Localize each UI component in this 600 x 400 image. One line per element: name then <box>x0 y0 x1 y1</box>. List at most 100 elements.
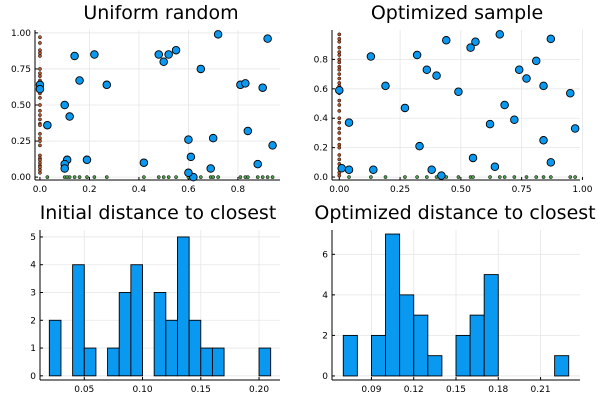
x-tick-label: 0.15 <box>446 385 466 395</box>
x-marginal-point <box>92 175 97 179</box>
y-marginal-point <box>337 98 342 103</box>
x-marginal-point <box>77 175 82 179</box>
x-marginal-point <box>245 175 250 179</box>
data-point <box>570 124 580 133</box>
data-point <box>490 162 500 172</box>
x-marginal-point <box>216 175 220 179</box>
data-point <box>546 34 556 44</box>
histogram-bar <box>130 264 143 377</box>
y-marginal-point <box>337 153 342 157</box>
x-marginal-point <box>67 175 72 179</box>
data-point <box>196 64 206 74</box>
histogram-bar <box>371 334 386 377</box>
y-tick-label: 6 <box>322 250 328 260</box>
data-point <box>522 74 531 83</box>
x-marginal-point <box>502 175 507 179</box>
y-marginal-point <box>38 74 42 79</box>
x-tick-label: 0.21 <box>531 385 551 395</box>
data-point <box>154 50 163 59</box>
x-tick-label: 0.2 <box>82 185 96 195</box>
data-point <box>437 171 446 180</box>
x-marginal-point <box>456 175 461 179</box>
x-marginal-point <box>512 175 517 179</box>
histogram-bar <box>177 236 190 377</box>
y-marginal-point <box>337 32 342 37</box>
histogram-bar <box>200 347 213 377</box>
y-tick-label: 0 <box>30 372 36 382</box>
y-tick-label: 1 <box>30 344 36 354</box>
y-marginal-point <box>38 170 42 175</box>
data-point <box>466 43 475 52</box>
y-marginal-point <box>38 35 42 40</box>
data-point <box>263 34 272 43</box>
histogram-bar <box>342 334 358 377</box>
x-marginal-point <box>238 175 243 179</box>
data-point <box>422 65 432 74</box>
data-point <box>400 103 410 113</box>
x-marginal-point <box>161 175 166 179</box>
data-point <box>471 37 480 47</box>
panel-uniform-random: Uniform random 0.0 0.2 0.4 0.6 0.80.000.250.… <box>11 2 280 195</box>
y-marginal-point <box>38 139 42 143</box>
data-point <box>60 164 69 173</box>
data-point <box>159 57 168 66</box>
data-point <box>366 52 376 61</box>
x-tick-label: 0.00 <box>329 185 349 195</box>
data-point <box>381 81 390 91</box>
data-point <box>241 79 250 88</box>
panel-initial-distance: Initial distance to closest 0.05 0.10 0.15… <box>30 202 280 395</box>
y-tick-label: 5 <box>30 233 36 243</box>
scatter-plot-uniform: 0.0 0.2 0.4 0.6 0.8 0.00 0.25 0.50 0.75 1.00 <box>11 29 280 195</box>
data-point <box>75 76 84 85</box>
y-marginal-point <box>337 126 342 131</box>
y-marginal-point <box>38 108 42 113</box>
x-marginal-point <box>45 175 50 179</box>
y-tick-label: 3 <box>30 289 36 299</box>
y-marginal-point <box>337 39 342 44</box>
y-tick-label: 0.8 <box>314 55 329 65</box>
x-tick-label: 0.4 <box>132 185 147 195</box>
data-point <box>500 100 509 110</box>
data-point <box>468 153 478 163</box>
data-point <box>208 133 218 143</box>
x-marginal-point <box>104 175 109 179</box>
data-point <box>253 159 262 169</box>
x-tick-label: 0.15 <box>191 385 211 395</box>
histogram-bar <box>188 319 202 377</box>
data-point <box>531 56 541 66</box>
data-point <box>102 80 112 90</box>
histogram-bar <box>469 314 485 377</box>
histogram-optimized: 0.09 0.12 0.15 0.18 0.21 0 2 4 6 <box>322 230 580 395</box>
y-tick-label: 0.00 <box>11 173 31 183</box>
x-marginal-point <box>383 175 388 179</box>
y-marginal-point <box>38 54 42 58</box>
data-point <box>90 50 99 59</box>
data-point <box>442 36 451 45</box>
data-point <box>335 86 344 95</box>
histogram-bar <box>165 319 178 377</box>
panel-optimized-sample: Optimized sample 0.00 0.25 0.50 0.75 1.000.0… <box>314 2 593 195</box>
y-marginal-point <box>38 117 42 122</box>
scatter-plot-optimized: 0.00 0.25 0.50 0.75 1.00 0.0 0.2 0.4 0.6 0.8 <box>314 30 593 195</box>
y-marginal-point <box>337 72 342 76</box>
y-marginal-point <box>337 53 342 57</box>
histogram-bar <box>385 233 401 377</box>
histogram-bar <box>483 274 499 377</box>
data-point <box>369 165 378 174</box>
x-marginal-point <box>524 175 529 179</box>
data-point <box>139 158 149 167</box>
histogram-bar <box>427 355 443 377</box>
y-tick-label: 0.0 <box>314 173 329 183</box>
x-marginal-point <box>534 175 539 179</box>
x-marginal-point <box>142 175 146 179</box>
y-marginal-point <box>337 60 342 65</box>
x-marginal-point <box>255 175 260 179</box>
x-tick-label: 0.6 <box>181 185 196 195</box>
y-marginal-point <box>38 103 42 107</box>
x-tick-label: 0.0 <box>33 185 48 195</box>
histogram-bar <box>413 314 429 377</box>
chart-title: Optimized sample <box>371 2 543 24</box>
x-tick-label: 0.50 <box>451 185 471 195</box>
y-marginal-point <box>38 113 42 117</box>
x-marginal-point <box>497 175 502 179</box>
